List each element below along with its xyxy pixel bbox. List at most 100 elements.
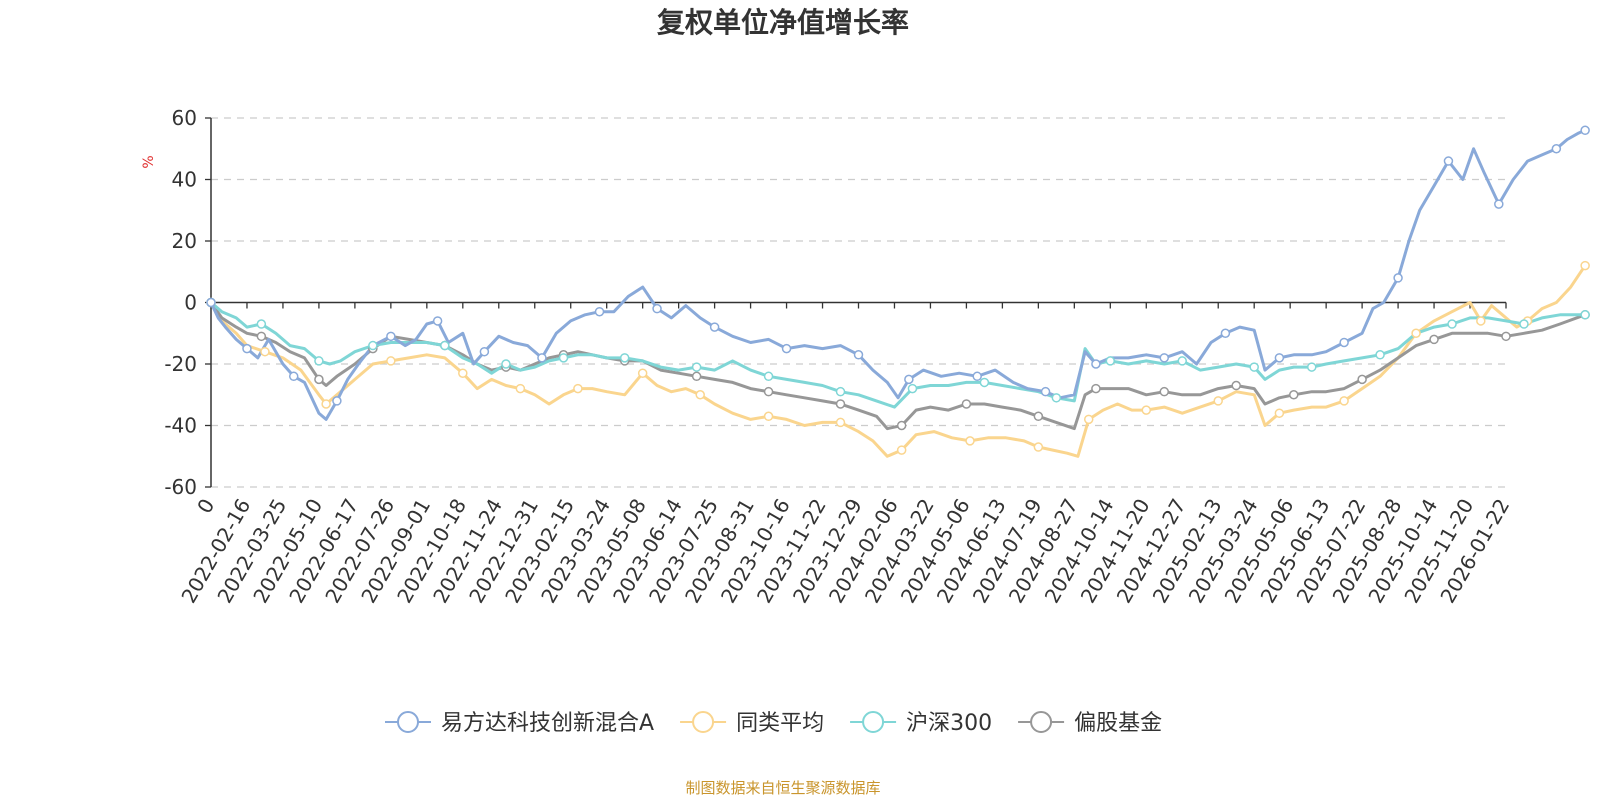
series-marker — [835, 399, 846, 409]
series-marker — [332, 396, 342, 406]
series-line — [209, 301, 1586, 431]
series-marker — [896, 445, 907, 455]
series-marker — [904, 374, 914, 385]
series-marker — [1447, 319, 1457, 329]
series-marker — [440, 340, 450, 351]
series-marker — [256, 319, 267, 329]
legend-marker — [397, 711, 419, 733]
series-marker — [1040, 386, 1051, 397]
series-marker — [691, 362, 702, 372]
y-tick-label: -40 — [164, 414, 197, 438]
series-marker — [1091, 359, 1101, 369]
legend-marker — [1030, 711, 1053, 733]
series-marker — [637, 368, 648, 378]
series-marker — [972, 371, 982, 382]
legend-label: 偏股基金 — [1074, 711, 1162, 736]
series-marker — [1274, 408, 1285, 418]
series-marker — [1159, 386, 1170, 397]
series-marker — [1051, 393, 1062, 403]
series-markers — [206, 125, 1590, 455]
series-marker — [853, 350, 864, 360]
y-axis-unit-label: % — [141, 155, 157, 168]
series-marker — [368, 340, 378, 351]
series-marker — [594, 306, 605, 317]
series-marker — [314, 374, 324, 385]
series-marker — [1501, 331, 1511, 342]
series-marker — [979, 377, 990, 388]
series-marker — [1249, 362, 1259, 372]
x-tick-labels: 02022-02-162022-03-252022-05-102022-06-1… — [176, 495, 1514, 608]
series-marker — [1289, 390, 1299, 400]
series-marker — [1033, 411, 1044, 422]
series-marker — [1375, 350, 1385, 360]
series-marker — [763, 386, 774, 397]
series-lines — [209, 128, 1587, 458]
series-marker — [1429, 334, 1439, 345]
series-marker — [1357, 374, 1367, 385]
series-marker — [288, 371, 299, 382]
series-marker — [501, 359, 511, 369]
legend: 易方达科技创新混合A 同类平均 沪深300 偏股基金 — [385, 711, 1162, 736]
series-marker — [1580, 310, 1590, 320]
series-marker — [1551, 144, 1562, 154]
series-marker — [1105, 356, 1116, 366]
series-marker — [386, 356, 396, 366]
series-marker — [1494, 199, 1504, 209]
series-marker — [1033, 442, 1044, 452]
legend-label: 沪深300 — [906, 711, 992, 736]
series-marker — [619, 353, 630, 363]
series-marker — [256, 331, 267, 342]
series-marker — [709, 322, 720, 332]
series-marker — [1159, 353, 1170, 363]
legend-label: 同类平均 — [736, 711, 824, 736]
y-tick-label: 60 — [172, 106, 197, 130]
y-tick-label: 20 — [172, 229, 197, 253]
series-marker — [1443, 156, 1454, 166]
series-marker — [1580, 260, 1590, 271]
legend-marker — [862, 711, 885, 733]
series-marker — [1476, 316, 1486, 326]
series-line — [209, 128, 1586, 421]
series-marker — [515, 383, 526, 394]
y-tick-labels: 60 40 20 0 -20 -40 -60 — [164, 106, 197, 499]
source-note: 制图数据来自恒生聚源数据库 — [685, 779, 880, 797]
series-marker — [763, 411, 774, 422]
series-line — [210, 301, 1586, 409]
series-marker — [479, 346, 490, 357]
series-marker — [573, 383, 583, 394]
series-marker — [965, 436, 975, 446]
series-marker — [907, 383, 918, 394]
series-marker — [314, 356, 324, 366]
series-marker — [835, 417, 846, 428]
y-tick-label: -60 — [164, 475, 197, 499]
series-marker — [1519, 319, 1529, 329]
series-marker — [695, 390, 705, 400]
series-marker — [652, 303, 662, 314]
series-marker — [260, 346, 270, 357]
series-marker — [242, 343, 252, 354]
series-marker — [386, 331, 396, 342]
x-tick-label: 0 — [192, 495, 219, 518]
grid-lines — [211, 117, 1506, 488]
series-marker — [458, 368, 468, 378]
series-marker — [896, 420, 907, 431]
chart-title: 复权单位净值增长率 — [657, 6, 909, 39]
series-marker — [961, 399, 972, 409]
series-marker — [1213, 396, 1223, 406]
series-marker — [321, 399, 331, 409]
series-marker — [1339, 337, 1349, 348]
series-marker — [206, 297, 216, 308]
series-marker — [432, 316, 443, 326]
series-marker — [691, 371, 702, 382]
series-marker — [1231, 380, 1241, 391]
series-marker — [1580, 125, 1590, 136]
y-tick-label: 0 — [184, 291, 197, 315]
series-marker — [1083, 414, 1094, 425]
legend-marker — [692, 711, 715, 733]
y-tick-label: 40 — [172, 168, 197, 192]
series-marker — [1339, 396, 1349, 406]
series-marker — [1274, 353, 1285, 363]
y-tick-label: -20 — [164, 352, 197, 376]
series-marker — [1393, 273, 1403, 283]
